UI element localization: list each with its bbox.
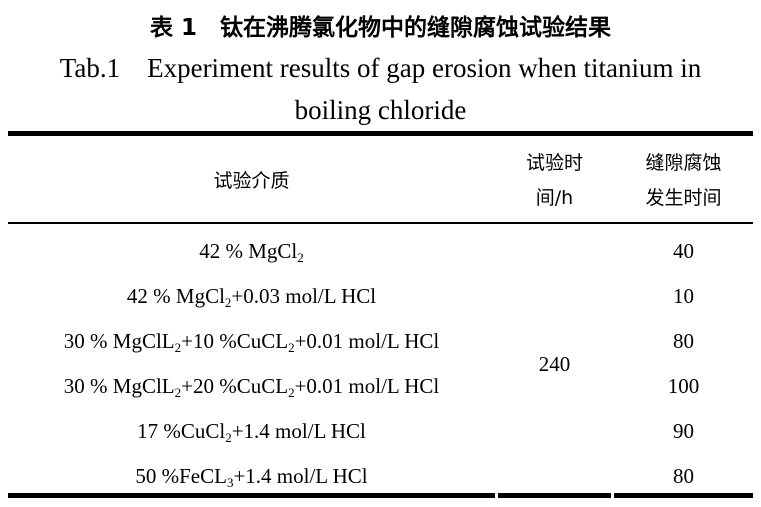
subscript: 2 [174, 385, 182, 400]
subscript: 2 [224, 295, 232, 310]
text-segment: 30 % MgClL [63, 329, 175, 353]
text-segment: +20 %CuCL [181, 374, 289, 398]
table-header-rule [8, 222, 753, 224]
header-test-time-line1: 试验时 [525, 152, 583, 174]
text-segment: 42 % MgCl [126, 284, 225, 308]
row-medium: 17 %CuCl2+1.4 mol/L HCl [8, 409, 495, 454]
text-segment: 30 % MgClL [63, 374, 175, 398]
row-crevice-time: 40 [673, 239, 694, 263]
row-crevice-time: 80 [673, 464, 694, 488]
row-medium: 30 % MgClL2+20 %CuCL2+0.01 mol/L HCl [8, 364, 495, 409]
header-crevice-time-line2: 发生时间 [645, 187, 722, 209]
text-segment: +1.4 mol/L HCl [233, 464, 368, 488]
table-top-rule [8, 131, 753, 136]
text-segment: +0.03 mol/L HCl [231, 284, 377, 308]
text-segment: +0.01 mol/L HCl [294, 329, 440, 353]
row-crevice-time: 90 [673, 419, 694, 443]
row-crevice-time: 80 [673, 329, 694, 353]
text-segment: +0.01 mol/L HCl [294, 374, 440, 398]
subscript: 2 [288, 385, 295, 400]
row-medium: 30 % MgClL2+10 %CuCL2+0.01 mol/L HCl [8, 319, 495, 364]
header-medium: 试验介质 [213, 170, 290, 192]
table-bottom-rule-col2 [498, 493, 611, 498]
table-bottom-rule-col3 [614, 493, 753, 498]
header-test-time: 试验时 间/h [495, 146, 614, 216]
row-crevice-time: 10 [673, 284, 694, 308]
text-segment: +1.4 mol/L HCl [231, 419, 366, 443]
table-title-english-line2: boiling chloride [294, 95, 467, 125]
table-bottom-rule-col1 [8, 493, 495, 498]
subscript: 2 [288, 340, 295, 355]
row-medium: 50 %FeCL3+1.4 mol/L HCl [8, 454, 495, 499]
header-test-time-line2: 间/h [535, 187, 574, 209]
text-segment: 42 % MgCl [199, 239, 298, 263]
text-segment: 50 %FeCL [135, 464, 227, 488]
subscript: 2 [174, 340, 182, 355]
header-crevice-time-line1: 缝隙腐蚀 [645, 152, 722, 174]
subscript: 2 [297, 250, 304, 265]
header-crevice-time: 缝隙腐蚀 发生时间 [614, 146, 753, 216]
subscript: 3 [226, 475, 234, 490]
row-medium: 42 % MgCl2+0.03 mol/L HCl [8, 274, 495, 319]
subscript: 2 [225, 430, 232, 445]
table-title-english-line1: Tab.1 Experiment results of gap erosion … [59, 53, 702, 83]
row-medium: 42 % MgCl2 [8, 229, 495, 274]
table-title-chinese: 表 1 钛在沸腾氯化物中的缝隙腐蚀试验结果 [149, 15, 611, 41]
row-crevice-time: 100 [667, 374, 700, 398]
test-time-value: 240 [538, 352, 571, 376]
text-segment: +10 %CuCL [181, 329, 289, 353]
text-segment: 17 %CuCl [137, 419, 226, 443]
